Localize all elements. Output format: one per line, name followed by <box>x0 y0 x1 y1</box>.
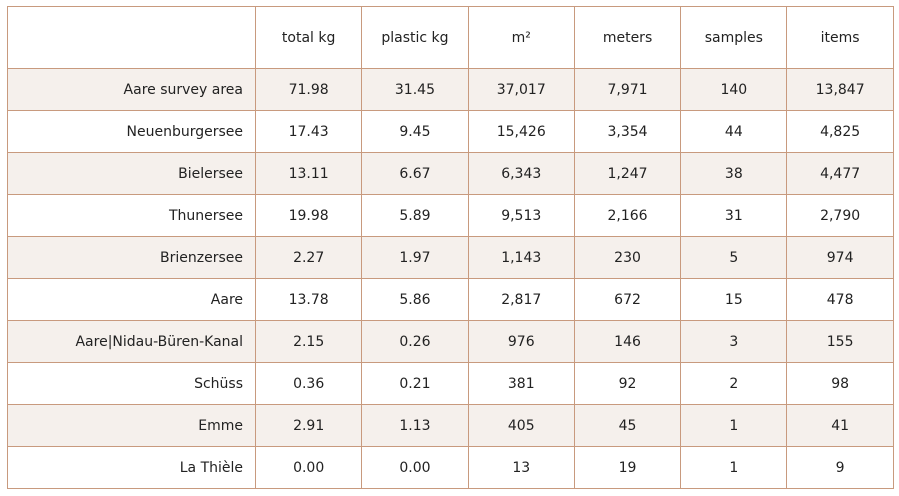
cell-total-kg: 19.98 <box>254 194 363 237</box>
row-label: Bielersee <box>7 152 256 195</box>
table-row: Schüss 0.36 0.21 381 92 2 98 <box>7 362 894 405</box>
cell-area: 9,513 <box>467 194 575 237</box>
cell-items: 9 <box>786 446 894 489</box>
cell-samples: 31 <box>680 194 788 237</box>
column-header-items: items <box>786 6 894 69</box>
cell-plastic-kg: 5.89 <box>361 194 469 237</box>
cell-total-kg: 0.00 <box>254 446 363 489</box>
cell-area: 15,426 <box>467 110 575 153</box>
cell-meters: 45 <box>573 404 682 447</box>
corner-cell <box>7 6 256 69</box>
cell-plastic-kg: 6.67 <box>361 152 469 195</box>
table-row: Aare survey area 71.98 31.45 37,017 7,97… <box>7 68 894 111</box>
row-label: Aare <box>7 278 256 321</box>
table-row: Bielersee 13.11 6.67 6,343 1,247 38 4,47… <box>7 152 894 195</box>
column-header-area: m² <box>467 6 575 69</box>
row-label: Emme <box>7 404 256 447</box>
table-row: Aare|Nidau-Büren-Kanal 2.15 0.26 976 146… <box>7 320 894 363</box>
column-header-plastic-kg: plastic kg <box>361 6 469 69</box>
cell-total-kg: 71.98 <box>254 68 363 111</box>
cell-meters: 146 <box>573 320 682 363</box>
cell-plastic-kg: 0.00 <box>361 446 469 489</box>
cell-meters: 19 <box>573 446 682 489</box>
cell-items: 2,790 <box>786 194 894 237</box>
cell-total-kg: 2.15 <box>254 320 363 363</box>
cell-samples: 2 <box>680 362 788 405</box>
cell-plastic-kg: 5.86 <box>361 278 469 321</box>
cell-total-kg: 2.27 <box>254 236 363 279</box>
cell-meters: 2,166 <box>573 194 682 237</box>
cell-items: 41 <box>786 404 894 447</box>
cell-area: 6,343 <box>467 152 575 195</box>
cell-total-kg: 17.43 <box>254 110 363 153</box>
cell-samples: 140 <box>680 68 788 111</box>
cell-total-kg: 13.11 <box>254 152 363 195</box>
cell-samples: 3 <box>680 320 788 363</box>
row-label: La Thièle <box>7 446 256 489</box>
table-row: Thunersee 19.98 5.89 9,513 2,166 31 2,79… <box>7 194 894 237</box>
table-row: Neuenburgersee 17.43 9.45 15,426 3,354 4… <box>7 110 894 153</box>
cell-area: 976 <box>467 320 575 363</box>
row-label: Aare survey area <box>7 68 256 111</box>
row-label: Brienzersee <box>7 236 256 279</box>
cell-area: 405 <box>467 404 575 447</box>
cell-items: 974 <box>786 236 894 279</box>
cell-plastic-kg: 1.13 <box>361 404 469 447</box>
table-row: Emme 2.91 1.13 405 45 1 41 <box>7 404 894 447</box>
cell-items: 155 <box>786 320 894 363</box>
cell-meters: 672 <box>573 278 682 321</box>
cell-plastic-kg: 31.45 <box>361 68 469 111</box>
table-row: Brienzersee 2.27 1.97 1,143 230 5 974 <box>7 236 894 279</box>
cell-items: 478 <box>786 278 894 321</box>
cell-samples: 1 <box>680 446 788 489</box>
cell-plastic-kg: 1.97 <box>361 236 469 279</box>
cell-items: 4,825 <box>786 110 894 153</box>
cell-area: 13 <box>467 446 575 489</box>
row-label: Aare|Nidau-Büren-Kanal <box>7 320 256 363</box>
cell-items: 13,847 <box>786 68 894 111</box>
summary-table: total kg plastic kg m² meters samples it… <box>7 6 894 489</box>
cell-plastic-kg: 9.45 <box>361 110 469 153</box>
table-header: total kg plastic kg m² meters samples it… <box>7 6 894 69</box>
table-body: Aare survey area 71.98 31.45 37,017 7,97… <box>7 68 894 489</box>
cell-items: 4,477 <box>786 152 894 195</box>
table-row: La Thièle 0.00 0.00 13 19 1 9 <box>7 446 894 489</box>
cell-area: 2,817 <box>467 278 575 321</box>
cell-plastic-kg: 0.21 <box>361 362 469 405</box>
row-label: Neuenburgersee <box>7 110 256 153</box>
row-label: Thunersee <box>7 194 256 237</box>
cell-total-kg: 0.36 <box>254 362 363 405</box>
cell-samples: 38 <box>680 152 788 195</box>
row-label: Schüss <box>7 362 256 405</box>
cell-total-kg: 2.91 <box>254 404 363 447</box>
cell-meters: 1,247 <box>573 152 682 195</box>
cell-meters: 3,354 <box>573 110 682 153</box>
cell-items: 98 <box>786 362 894 405</box>
cell-plastic-kg: 0.26 <box>361 320 469 363</box>
cell-area: 1,143 <box>467 236 575 279</box>
header-row: total kg plastic kg m² meters samples it… <box>7 6 894 69</box>
column-header-samples: samples <box>680 6 788 69</box>
column-header-meters: meters <box>573 6 682 69</box>
cell-samples: 44 <box>680 110 788 153</box>
cell-meters: 92 <box>573 362 682 405</box>
cell-area: 37,017 <box>467 68 575 111</box>
cell-samples: 1 <box>680 404 788 447</box>
cell-total-kg: 13.78 <box>254 278 363 321</box>
cell-meters: 230 <box>573 236 682 279</box>
cell-samples: 5 <box>680 236 788 279</box>
table-row: Aare 13.78 5.86 2,817 672 15 478 <box>7 278 894 321</box>
cell-meters: 7,971 <box>573 68 682 111</box>
column-header-total-kg: total kg <box>254 6 363 69</box>
cell-samples: 15 <box>680 278 788 321</box>
cell-area: 381 <box>467 362 575 405</box>
